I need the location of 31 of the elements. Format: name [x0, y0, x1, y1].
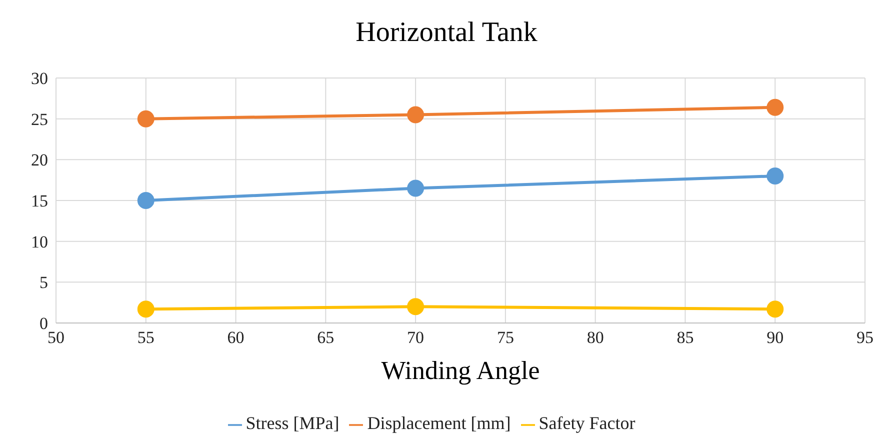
x-tick-label: 80: [586, 328, 604, 348]
y-tick-label: 20: [31, 150, 48, 170]
point: [407, 298, 424, 316]
y-tick-label: 30: [31, 69, 48, 88]
point: [137, 300, 154, 318]
y-tick-label: 10: [31, 232, 48, 252]
x-tick-label: 75: [496, 328, 514, 348]
y-tick-label: 25: [31, 110, 48, 129]
y-tick-label: 5: [40, 273, 48, 292]
point: [766, 300, 784, 318]
y-tick-label: 0: [40, 314, 48, 334]
x-tick-label: 60: [227, 328, 244, 348]
point: [407, 106, 424, 124]
x-tick-label: 95: [856, 328, 874, 348]
legend-label: Displacement [mm]: [367, 413, 511, 433]
legend-label: Safety Factor: [538, 413, 636, 433]
x-tick-label: 55: [137, 328, 154, 348]
x-tick-label: 70: [407, 328, 424, 348]
point: [407, 180, 424, 197]
x-tick-label: 85: [676, 328, 694, 348]
point: [137, 110, 154, 128]
point: [766, 168, 784, 184]
chart-title: Horizontal Tank: [354, 16, 538, 50]
point: [766, 98, 784, 116]
point: [137, 192, 154, 209]
x-tick-label: 50: [48, 328, 64, 348]
x-tick-label: 90: [766, 328, 784, 348]
x-tick-label: 65: [317, 328, 334, 348]
legend-label: Stress [MPa]: [246, 413, 340, 433]
y-tick-label: 15: [31, 192, 48, 211]
x-axis-title: Winding Angle: [381, 356, 540, 385]
